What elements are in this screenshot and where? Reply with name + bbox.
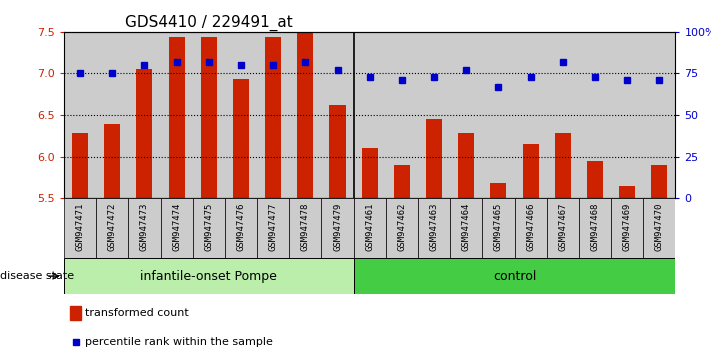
Bar [362, 148, 378, 198]
Bar [297, 32, 314, 198]
Bar [579, 32, 611, 198]
Bar [353, 32, 386, 198]
Bar [547, 198, 579, 258]
Bar [353, 198, 386, 258]
Text: GSM947475: GSM947475 [204, 202, 213, 251]
Text: GSM947465: GSM947465 [494, 202, 503, 251]
Bar [651, 165, 668, 198]
Bar [169, 37, 185, 198]
Bar [193, 198, 225, 258]
Bar [458, 133, 474, 198]
Text: GSM947463: GSM947463 [429, 202, 439, 251]
Text: GSM947472: GSM947472 [108, 202, 117, 251]
Bar [321, 198, 353, 258]
Bar [643, 198, 675, 258]
Bar [289, 198, 321, 258]
Bar [611, 32, 643, 198]
Bar [72, 133, 88, 198]
Bar [329, 105, 346, 198]
Bar [257, 32, 289, 198]
Bar [70, 306, 81, 320]
Bar [64, 258, 353, 294]
Bar [96, 32, 129, 198]
Bar [321, 32, 353, 198]
Bar [555, 133, 571, 198]
Bar [450, 198, 482, 258]
Bar [515, 198, 547, 258]
Bar [611, 198, 643, 258]
Bar [129, 198, 161, 258]
Text: GSM947461: GSM947461 [365, 202, 374, 251]
Text: GSM947473: GSM947473 [140, 202, 149, 251]
Bar [386, 198, 418, 258]
Bar [515, 32, 547, 198]
Bar [418, 198, 450, 258]
Text: GSM947470: GSM947470 [655, 202, 664, 251]
Bar [353, 258, 675, 294]
Text: GSM947471: GSM947471 [75, 202, 85, 251]
Text: GSM947477: GSM947477 [269, 202, 278, 251]
Bar [137, 69, 152, 198]
Bar [161, 198, 193, 258]
Bar [643, 32, 675, 198]
Text: GSM947474: GSM947474 [172, 202, 181, 251]
Bar [482, 198, 515, 258]
Text: control: control [493, 270, 536, 282]
Text: GDS4410 / 229491_at: GDS4410 / 229491_at [125, 14, 293, 30]
Text: GSM947466: GSM947466 [526, 202, 535, 251]
Bar [450, 32, 482, 198]
Bar [233, 79, 249, 198]
Bar [491, 183, 506, 198]
Text: GSM947467: GSM947467 [558, 202, 567, 251]
Bar [289, 32, 321, 198]
Bar [579, 198, 611, 258]
Text: GSM947479: GSM947479 [333, 202, 342, 251]
Text: disease state: disease state [0, 271, 74, 281]
Text: GSM947468: GSM947468 [591, 202, 599, 251]
Bar [105, 124, 120, 198]
Bar [482, 32, 515, 198]
Text: GSM947478: GSM947478 [301, 202, 310, 251]
Bar [225, 32, 257, 198]
Bar [394, 165, 410, 198]
Bar [129, 32, 161, 198]
Bar [619, 186, 635, 198]
Bar [265, 37, 282, 198]
Bar [547, 32, 579, 198]
Text: transformed count: transformed count [85, 308, 189, 318]
Bar [257, 198, 289, 258]
Bar [96, 198, 129, 258]
Text: percentile rank within the sample: percentile rank within the sample [85, 337, 273, 347]
Text: GSM947462: GSM947462 [397, 202, 407, 251]
Text: GSM947469: GSM947469 [623, 202, 631, 251]
Bar [386, 32, 418, 198]
Bar [523, 144, 539, 198]
Bar [64, 198, 96, 258]
Bar [587, 161, 603, 198]
Bar [201, 37, 217, 198]
Bar [426, 119, 442, 198]
Bar [418, 32, 450, 198]
Bar [225, 198, 257, 258]
Text: GSM947464: GSM947464 [461, 202, 471, 251]
Bar [161, 32, 193, 198]
Bar [64, 32, 96, 198]
Bar [193, 32, 225, 198]
Text: infantile-onset Pompe: infantile-onset Pompe [140, 270, 277, 282]
Text: GSM947476: GSM947476 [237, 202, 245, 251]
